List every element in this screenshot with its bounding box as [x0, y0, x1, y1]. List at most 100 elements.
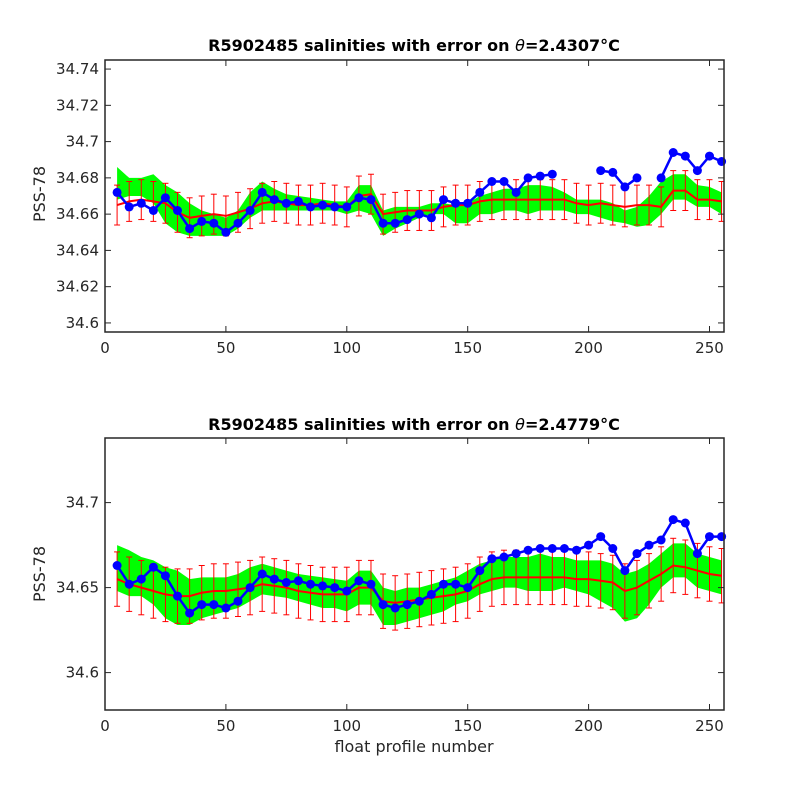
top-float-salinity-point	[124, 202, 134, 212]
bottom-float-salinity-point	[596, 532, 606, 542]
bottom-float-salinity-point	[692, 549, 702, 559]
top-y-tick-label: 34.6	[66, 314, 99, 332]
bottom-float-salinity-point	[463, 583, 473, 593]
bottom-float-salinity-point	[523, 545, 533, 555]
bottom-plot-area	[112, 515, 727, 631]
top-y-tick-label: 34.72	[56, 96, 99, 114]
bottom-float-salinity-point	[148, 562, 158, 572]
top-float-salinity-point	[173, 206, 182, 215]
bottom-float-salinity-point	[245, 583, 255, 593]
bottom-chart-title: R5902485 salinities with error on θ=2.47…	[208, 415, 620, 434]
top-x-tick-label: 0	[100, 339, 110, 357]
top-float-salinity-point	[342, 202, 352, 212]
top-float-salinity-point	[523, 173, 533, 183]
bottom-float-salinity-point	[318, 581, 328, 591]
bottom-float-salinity-point	[451, 579, 461, 589]
bottom-y-tick-label: 34.65	[56, 579, 99, 597]
top-float-salinity-point	[197, 216, 207, 226]
bottom-x-tick-label: 200	[574, 717, 603, 735]
bottom-float-salinity-point	[197, 600, 207, 610]
top-plot-area	[112, 148, 727, 239]
top-float-salinity-point	[354, 193, 364, 203]
bottom-float-salinity-point	[160, 571, 170, 581]
bottom-float-salinity-point	[281, 578, 291, 587]
top-float-salinity-point	[680, 151, 690, 161]
bottom-float-salinity-point	[173, 591, 182, 601]
bottom-float-salinity-point	[439, 579, 448, 589]
bottom-float-salinity-point	[511, 549, 521, 559]
top-float-salinity-point	[257, 187, 267, 197]
top-y-tick-label: 34.7	[66, 133, 99, 151]
top-x-tick-label: 250	[695, 339, 724, 357]
bottom-float-salinity-point	[209, 600, 219, 610]
top-float-salinity-point	[475, 187, 485, 197]
bottom-x-tick-label: 50	[216, 717, 235, 735]
top-float-salinity-point	[160, 193, 170, 203]
bottom-float-salinity-point	[475, 566, 485, 576]
bottom-float-salinity-point	[233, 596, 243, 606]
top-y-axis-label: PSS-78	[30, 166, 49, 222]
bottom-salinity-panel: R5902485 salinities with error on θ=2.47…	[30, 415, 727, 756]
bottom-float-salinity-point	[499, 552, 509, 562]
top-float-salinity-point	[511, 187, 521, 197]
top-x-tick-label: 150	[453, 339, 482, 357]
bottom-float-salinity-point	[644, 540, 654, 550]
top-float-salinity-point	[632, 173, 642, 183]
top-float-salinity-point	[112, 187, 122, 197]
top-y-tick-label: 34.66	[56, 205, 99, 223]
bottom-float-salinity-point	[269, 574, 279, 584]
bottom-float-salinity-point	[257, 569, 267, 579]
top-float-salinity-point	[608, 167, 618, 177]
top-float-salinity-point	[281, 198, 291, 208]
bottom-float-salinity-point	[572, 545, 581, 555]
top-float-salinity-point	[330, 202, 340, 212]
bottom-error-band	[117, 543, 722, 625]
bottom-float-salinity-point	[426, 589, 436, 599]
bottom-float-salinity-point	[547, 544, 557, 553]
bottom-y-axis-label: PSS-78	[30, 546, 49, 602]
bottom-float-salinity-point	[378, 600, 388, 610]
bottom-axes-frame	[104, 437, 725, 711]
top-float-salinity-point	[293, 196, 303, 206]
bottom-float-salinity-point	[705, 532, 714, 542]
top-x-tick-label: 50	[216, 339, 235, 357]
top-x-tick-label: 200	[574, 339, 603, 357]
bottom-float-salinity-point	[487, 554, 497, 564]
top-float-salinity-point	[499, 177, 509, 186]
top-float-salinity-point	[366, 195, 376, 205]
top-float-salinity-point	[390, 218, 400, 228]
top-float-salinity-point	[463, 198, 473, 208]
top-chart-title: R5902485 salinities with error on θ=2.43…	[208, 36, 620, 55]
bottom-x-tick-label: 250	[695, 717, 724, 735]
top-float-salinity-point	[318, 200, 328, 210]
bottom-float-salinity-point	[136, 574, 146, 584]
top-float-salinity-point	[185, 224, 195, 234]
bottom-y-tick-label: 34.6	[66, 664, 99, 682]
top-float-salinity-point	[487, 177, 497, 186]
top-salinity-panel: R5902485 salinities with error on θ=2.43…	[30, 36, 727, 357]
bottom-float-salinity-point	[185, 608, 195, 618]
bottom-y-tick-label: 34.7	[66, 494, 99, 512]
bottom-float-salinity-point	[632, 549, 642, 559]
x-axis-label: float profile number	[334, 737, 494, 756]
bottom-float-salinity-point	[354, 576, 364, 586]
top-float-salinity-point	[439, 195, 448, 205]
top-float-salinity-point	[148, 206, 158, 215]
bottom-float-salinity-point	[656, 535, 666, 545]
bottom-float-salinity-point	[584, 540, 594, 550]
top-float-salinity-point	[656, 173, 666, 183]
top-y-tick-label: 34.74	[56, 60, 99, 78]
top-float-salinity-point	[596, 166, 606, 176]
top-float-salinity-point	[402, 215, 412, 225]
top-float-salinity-point	[209, 218, 219, 228]
bottom-float-salinity-point	[402, 600, 412, 610]
top-float-salinity-point	[535, 171, 545, 181]
top-axes-frame	[104, 59, 725, 333]
bottom-float-salinity-point	[390, 603, 400, 613]
top-float-salinity-point	[306, 202, 315, 212]
bottom-float-salinity-point	[293, 576, 303, 586]
bottom-float-salinity-point	[306, 579, 315, 589]
bottom-x-tick-label: 100	[332, 717, 361, 735]
top-x-tick-label: 100	[332, 339, 361, 357]
